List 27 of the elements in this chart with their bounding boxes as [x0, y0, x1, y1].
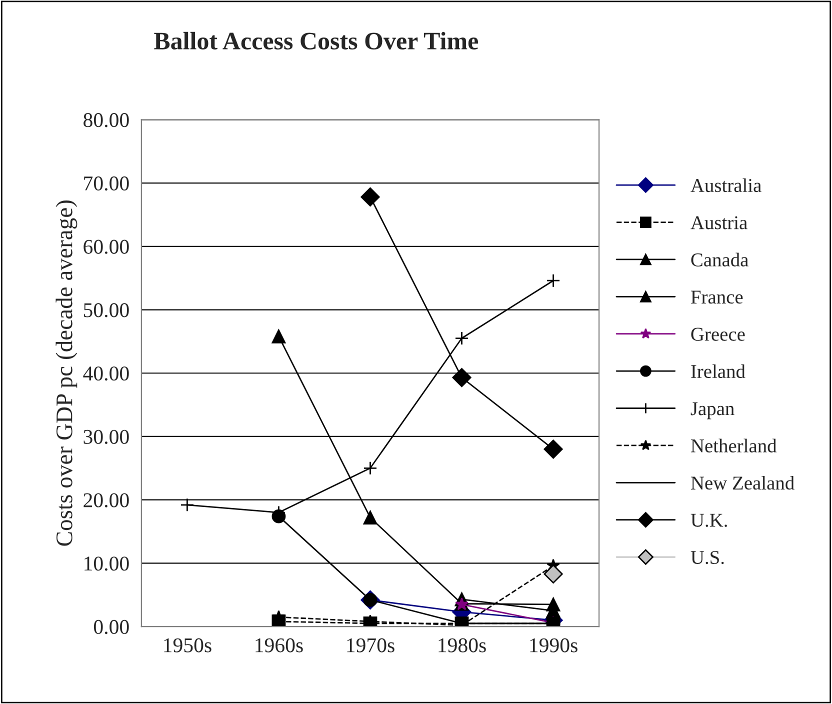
legend-label: Greece — [691, 328, 745, 341]
legend-label: Japan — [690, 402, 734, 420]
y-tick-label: 60.00 — [84, 240, 129, 254]
y-tick-label: 50.00 — [84, 303, 129, 318]
y-tick-label: 80.00 — [84, 113, 129, 128]
y-tick-label: 40.00 — [83, 366, 129, 381]
y-tick-label: 20.00 — [84, 493, 129, 508]
legend-label: France — [690, 290, 743, 304]
y-tick-label: 30.00 — [84, 430, 129, 444]
y-tick-label: 10.00 — [84, 556, 129, 571]
x-tick-label: 1970s — [347, 638, 394, 652]
legend-label: Australia — [690, 178, 762, 192]
x-tick-label: 1950s — [164, 638, 212, 652]
legend-label: Austria — [690, 216, 748, 230]
y-tick-label: 70.00 — [84, 176, 129, 191]
legend-label: New Zealand — [690, 476, 794, 490]
y-axis-title: Costs over GDP pc (decade average) — [56, 200, 78, 546]
x-tick-label: 1990s — [530, 638, 578, 652]
chart-title: Ballot Access Costs Over Time — [154, 32, 478, 50]
x-tick-label: 1960s — [256, 638, 303, 652]
legend-label: U.S. — [690, 550, 724, 564]
y-tick-label: 0.00 — [94, 620, 129, 634]
legend-label: U.K. — [690, 514, 727, 527]
legend-label: Ireland — [691, 364, 746, 378]
x-tick-label: 1980s — [438, 638, 486, 652]
legend-label: Netherland — [690, 438, 777, 452]
legend-label: Canada — [691, 252, 748, 266]
